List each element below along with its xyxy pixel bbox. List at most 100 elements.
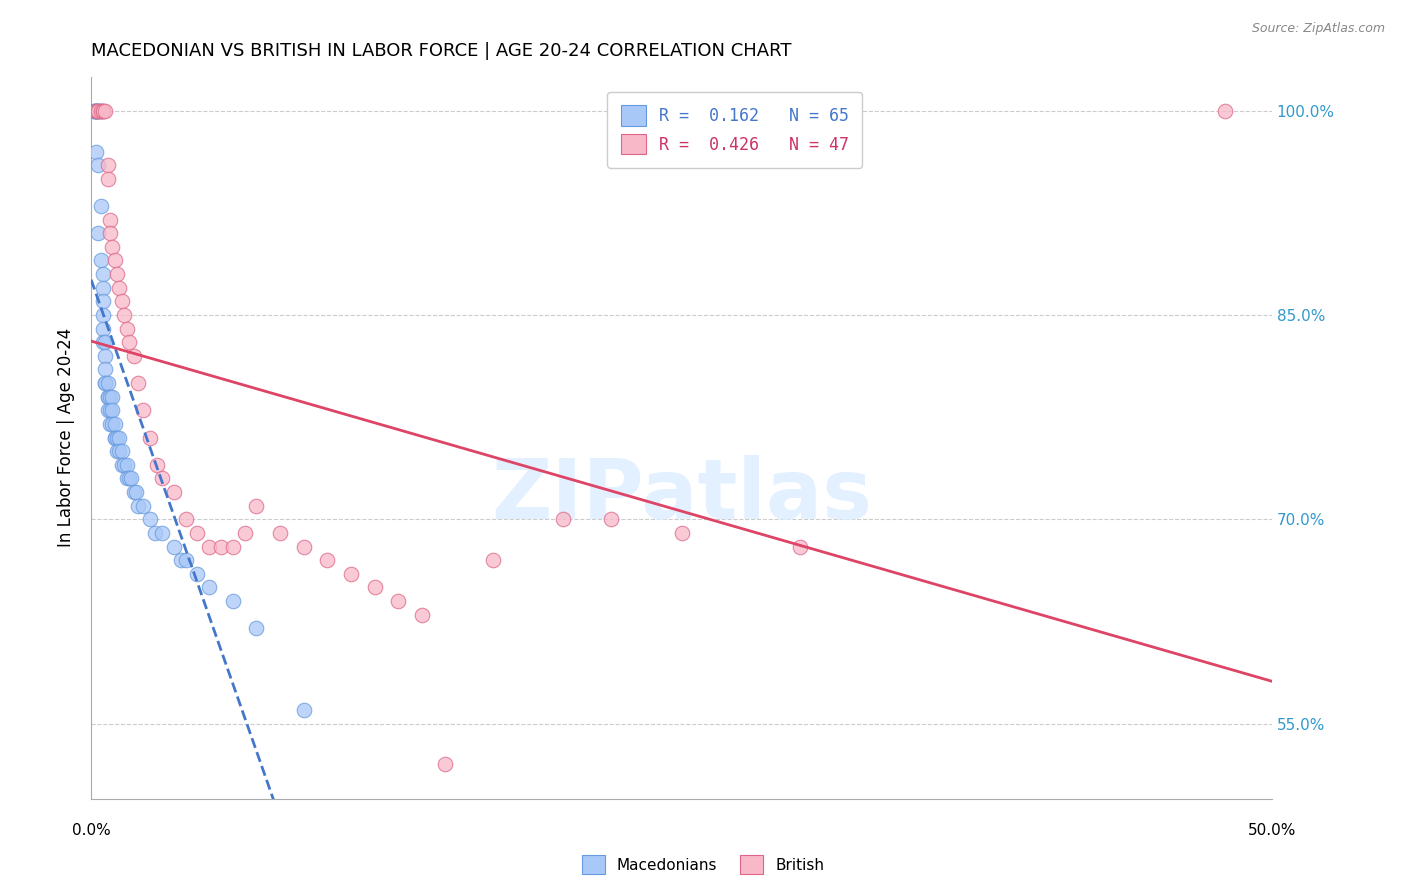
Point bbox=[94, 376, 117, 390]
Point bbox=[553, 512, 575, 526]
Point bbox=[186, 566, 208, 581]
Point bbox=[363, 581, 385, 595]
Point bbox=[104, 431, 127, 445]
Point bbox=[91, 281, 114, 295]
Point bbox=[87, 103, 110, 118]
Point bbox=[108, 431, 131, 445]
Point bbox=[84, 103, 107, 118]
Point bbox=[387, 594, 409, 608]
Point bbox=[118, 471, 141, 485]
Point bbox=[292, 703, 315, 717]
Legend: Macedonians, British: Macedonians, British bbox=[575, 849, 831, 880]
Point bbox=[84, 103, 107, 118]
Point bbox=[94, 103, 117, 118]
Point bbox=[340, 566, 363, 581]
Point bbox=[122, 349, 145, 363]
Point bbox=[97, 390, 120, 404]
Point bbox=[97, 158, 120, 172]
Point bbox=[91, 103, 114, 118]
Text: Source: ZipAtlas.com: Source: ZipAtlas.com bbox=[1251, 22, 1385, 36]
Point bbox=[104, 417, 127, 431]
Point bbox=[104, 431, 127, 445]
Text: ZIPatlas: ZIPatlas bbox=[491, 455, 872, 536]
Point bbox=[186, 525, 208, 540]
Point bbox=[101, 240, 124, 254]
Point bbox=[481, 553, 503, 567]
Point bbox=[1213, 103, 1236, 118]
Point bbox=[84, 103, 107, 118]
Point bbox=[233, 525, 256, 540]
Point bbox=[292, 540, 315, 554]
Point bbox=[87, 158, 110, 172]
Point bbox=[118, 335, 141, 350]
Point bbox=[599, 512, 621, 526]
Point bbox=[90, 103, 112, 118]
Point bbox=[101, 417, 124, 431]
Point bbox=[83, 103, 105, 118]
Point bbox=[90, 199, 112, 213]
Point bbox=[411, 607, 433, 622]
Point bbox=[163, 485, 186, 500]
Point bbox=[94, 362, 117, 376]
Point bbox=[104, 253, 127, 268]
Point bbox=[115, 471, 138, 485]
Point bbox=[150, 471, 173, 485]
Point bbox=[91, 321, 114, 335]
Point bbox=[90, 103, 112, 118]
Point bbox=[87, 103, 110, 118]
Point bbox=[83, 103, 105, 118]
Point bbox=[84, 145, 107, 159]
Point bbox=[84, 103, 107, 118]
Point bbox=[112, 308, 135, 322]
Point bbox=[222, 540, 245, 554]
Point bbox=[98, 212, 121, 227]
Point bbox=[97, 390, 120, 404]
Point bbox=[108, 281, 131, 295]
Point bbox=[112, 458, 135, 472]
Point bbox=[94, 335, 117, 350]
Point bbox=[198, 581, 221, 595]
Point bbox=[222, 594, 245, 608]
Point bbox=[115, 321, 138, 335]
Point bbox=[90, 253, 112, 268]
Point bbox=[127, 376, 149, 390]
Point bbox=[671, 525, 693, 540]
Point bbox=[101, 403, 124, 417]
Point bbox=[87, 103, 110, 118]
Point bbox=[111, 458, 134, 472]
Point bbox=[122, 485, 145, 500]
Point bbox=[97, 403, 120, 417]
Point bbox=[111, 444, 134, 458]
Point bbox=[120, 471, 142, 485]
Point bbox=[174, 512, 197, 526]
Point bbox=[98, 403, 121, 417]
Point bbox=[198, 540, 221, 554]
Point bbox=[174, 553, 197, 567]
Point bbox=[105, 444, 128, 458]
Point bbox=[150, 525, 173, 540]
Point bbox=[91, 294, 114, 309]
Point bbox=[94, 376, 117, 390]
Point bbox=[87, 226, 110, 240]
Text: 0.0%: 0.0% bbox=[72, 823, 111, 838]
Point bbox=[98, 390, 121, 404]
Point bbox=[97, 171, 120, 186]
Text: 50.0%: 50.0% bbox=[1247, 823, 1296, 838]
Point bbox=[163, 540, 186, 554]
Point bbox=[108, 444, 131, 458]
Point bbox=[91, 267, 114, 281]
Point bbox=[132, 403, 155, 417]
Point bbox=[98, 226, 121, 240]
Point bbox=[127, 499, 149, 513]
Point bbox=[91, 335, 114, 350]
Point bbox=[209, 540, 232, 554]
Point bbox=[105, 431, 128, 445]
Point bbox=[269, 525, 291, 540]
Point bbox=[132, 499, 155, 513]
Legend: R =  0.162   N = 65, R =  0.426   N = 47: R = 0.162 N = 65, R = 0.426 N = 47 bbox=[607, 92, 862, 168]
Point bbox=[115, 458, 138, 472]
Point bbox=[97, 376, 120, 390]
Point bbox=[789, 540, 811, 554]
Point bbox=[91, 103, 114, 118]
Point bbox=[143, 525, 166, 540]
